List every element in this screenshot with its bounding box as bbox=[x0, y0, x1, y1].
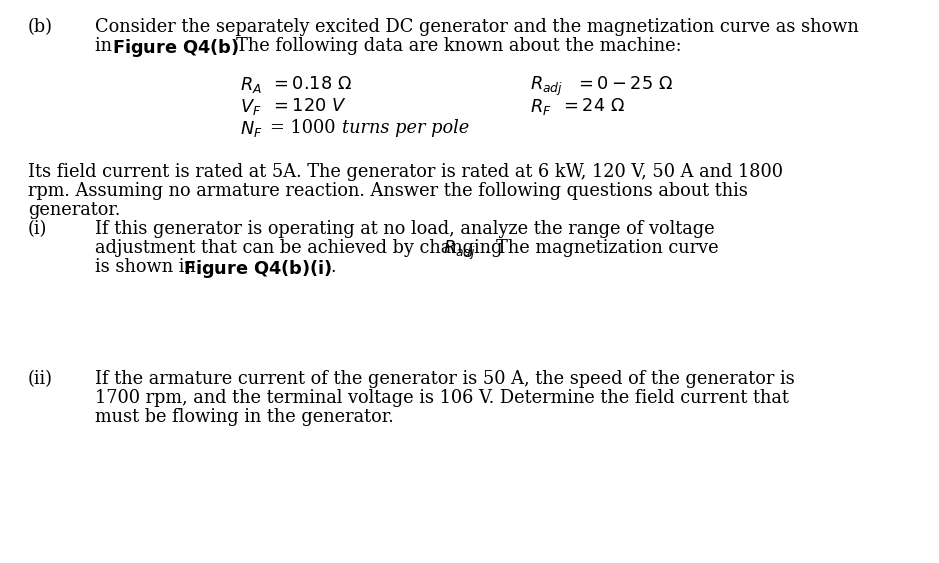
Text: $\mathbf{Figure\ Q4(b)}$: $\mathbf{Figure\ Q4(b)}$ bbox=[112, 37, 239, 59]
Text: $= 0 - 25\ \Omega$: $= 0 - 25\ \Omega$ bbox=[575, 75, 673, 93]
Text: $= 120\ V$: $= 120\ V$ bbox=[270, 97, 346, 115]
Text: Its field current is rated at 5A. The generator is rated at 6 kW, 120 V, 50 A an: Its field current is rated at 5A. The ge… bbox=[28, 163, 783, 181]
Text: $R_{adj}$: $R_{adj}$ bbox=[530, 75, 563, 98]
Text: If the armature current of the generator is 50 A, the speed of the generator is: If the armature current of the generator… bbox=[95, 370, 794, 388]
Text: . The magnetization curve: . The magnetization curve bbox=[485, 239, 718, 257]
Text: $R_A$: $R_A$ bbox=[240, 75, 262, 95]
Text: Consider the separately excited DC generator and the magnetization curve as show: Consider the separately excited DC gener… bbox=[95, 18, 859, 36]
Text: (ii): (ii) bbox=[28, 370, 53, 388]
Text: $\mathbf{Figure\ Q4(b)(i)}$: $\mathbf{Figure\ Q4(b)(i)}$ bbox=[183, 258, 332, 280]
Text: $= 0.18\ \Omega$: $= 0.18\ \Omega$ bbox=[270, 75, 352, 93]
Text: $R_F$: $R_F$ bbox=[530, 97, 551, 117]
Text: turns per pole: turns per pole bbox=[342, 119, 470, 137]
Text: (i): (i) bbox=[28, 220, 47, 238]
Text: rpm. Assuming no armature reaction. Answer the following questions about this: rpm. Assuming no armature reaction. Answ… bbox=[28, 182, 747, 200]
Text: If this generator is operating at no load, analyze the range of voltage: If this generator is operating at no loa… bbox=[95, 220, 715, 238]
Text: = 1000: = 1000 bbox=[270, 119, 341, 137]
Text: 1700 rpm, and the terminal voltage is 106 V. Determine the field current that: 1700 rpm, and the terminal voltage is 10… bbox=[95, 389, 789, 407]
Text: $R_{adj}$: $R_{adj}$ bbox=[443, 239, 476, 262]
Text: $V_F$: $V_F$ bbox=[240, 97, 261, 117]
Text: . The following data are known about the machine:: . The following data are known about the… bbox=[225, 37, 682, 55]
Text: .: . bbox=[330, 258, 335, 276]
Text: $N_F$: $N_F$ bbox=[240, 119, 263, 139]
Text: adjustment that can be achieved by changing: adjustment that can be achieved by chang… bbox=[95, 239, 508, 257]
Text: generator.: generator. bbox=[28, 201, 120, 219]
Text: (b): (b) bbox=[28, 18, 53, 36]
Text: $= 24\ \Omega$: $= 24\ \Omega$ bbox=[560, 97, 625, 115]
Text: is shown in: is shown in bbox=[95, 258, 201, 276]
Text: in: in bbox=[95, 37, 117, 55]
Text: must be flowing in the generator.: must be flowing in the generator. bbox=[95, 408, 393, 426]
